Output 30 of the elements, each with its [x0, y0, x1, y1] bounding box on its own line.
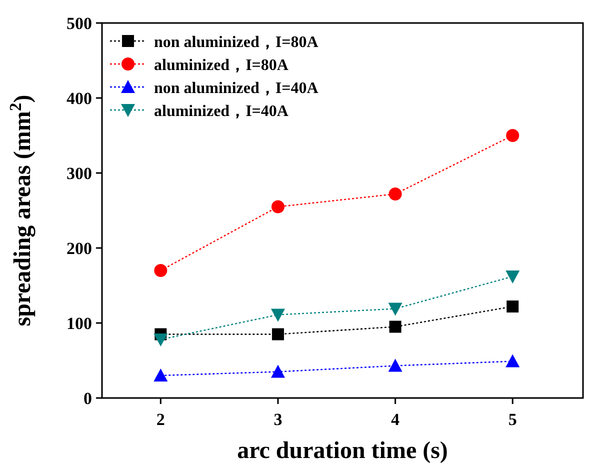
y-tick-label: 100	[66, 314, 92, 333]
legend-label: aluminized，I=80A	[154, 57, 289, 74]
legend-label: aluminized，I=40A	[154, 103, 289, 120]
x-tick-label: 2	[156, 410, 165, 429]
point	[506, 270, 520, 284]
x-tick-label: 4	[391, 410, 400, 429]
y-tick-label: 0	[84, 389, 92, 408]
point	[270, 364, 285, 378]
point	[388, 358, 402, 372]
point	[388, 302, 402, 316]
point	[154, 264, 168, 277]
point	[270, 308, 285, 322]
point	[506, 129, 520, 142]
point	[271, 200, 284, 214]
point	[272, 328, 284, 340]
point	[506, 354, 520, 368]
y-tick-label: 500	[66, 14, 92, 33]
y-tick-label: 400	[66, 89, 92, 108]
legend-label: non aluminized，I=80A	[154, 34, 319, 51]
point	[154, 368, 168, 382]
x-tick-label: 3	[274, 410, 282, 429]
y-tick-label: 300	[66, 164, 92, 183]
point	[506, 300, 519, 312]
legend-label: non aluminized，I=40A	[154, 80, 319, 97]
point	[388, 188, 402, 200]
x-tick-label: 5	[508, 410, 517, 429]
x-axis-title: arc duration time (s)	[237, 438, 448, 464]
point	[389, 320, 402, 333]
point	[154, 334, 168, 346]
y-tick-label: 200	[66, 239, 92, 258]
